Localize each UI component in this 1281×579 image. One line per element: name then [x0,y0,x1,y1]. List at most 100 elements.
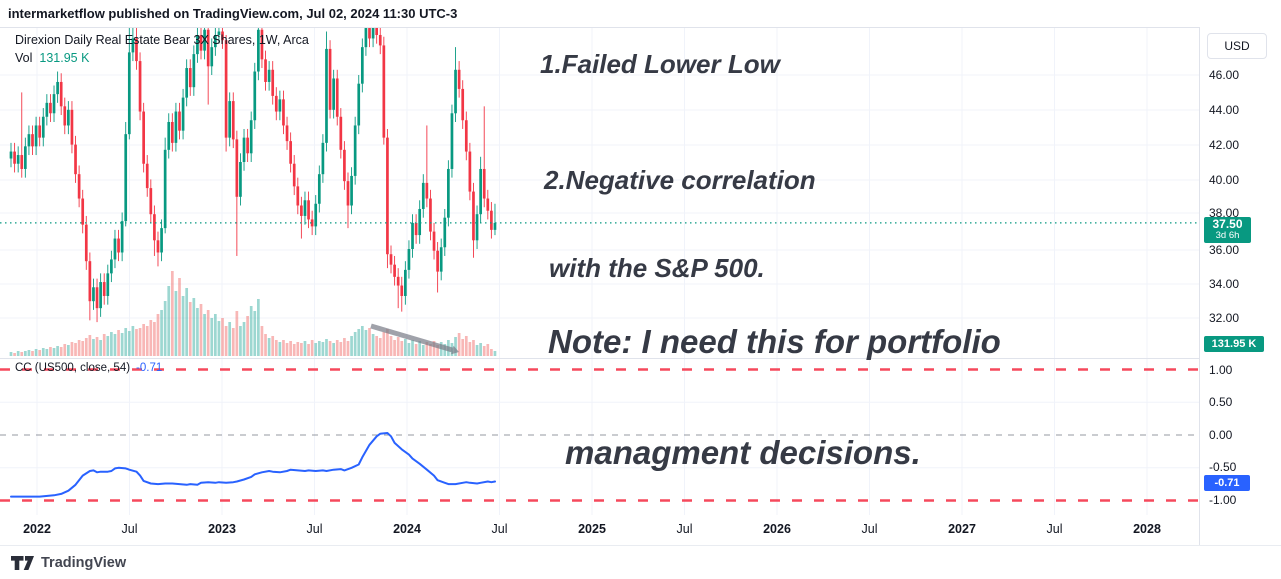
volume-bar [260,326,264,356]
gridlines [0,28,1199,515]
volume-bar [170,271,174,356]
candle-body [9,151,13,159]
price-axis-label: 36.00 [1209,243,1240,257]
price-axis[interactable]: USD 46.00 44.00 42.00 40.00 38.00 36.00 34.00 3… [1199,27,1281,545]
symbol-legend[interactable]: Direxion Daily Real Estate Bear 3X Share… [15,33,309,47]
candle-body [181,97,185,131]
candle-body [486,198,490,211]
volume-bar [174,291,178,356]
candle-body [156,240,160,253]
annotation-note[interactable]: Note: I need this for portfolio managmen… [548,250,1001,546]
candle-body [335,78,339,117]
candle-body [38,125,42,138]
candle-body [447,168,450,218]
volume-badge: 131.95 K [1204,336,1264,352]
volume-bar [429,344,432,356]
volume-bar [271,336,275,356]
price-pane[interactable] [0,9,1199,356]
candle-body [192,54,196,88]
volume-bar [102,334,106,356]
correlation-pane[interactable] [0,432,1199,498]
annotation-negative-correlation[interactable]: 2.Negative correlation with the S&P 500. [544,108,816,341]
tradingview-brand-text[interactable]: TradingView [41,555,127,571]
volume-bar [31,351,34,356]
price-axis-label: 34.00 [1209,277,1240,291]
volume-bar [149,320,153,356]
volume-bar [296,342,300,356]
candle-body [414,222,418,236]
volume-bar [375,336,379,356]
candle-body [77,174,81,199]
candle-body [153,214,156,241]
candle-body [472,191,475,241]
candle-body [425,182,429,199]
candle-body [56,81,59,95]
volume-bar [41,348,45,356]
candles [9,28,497,323]
candle-body [203,29,206,51]
candle-body [135,38,138,62]
price-axis-label: 40.00 [1209,173,1240,187]
volume-bar [461,339,465,356]
volume-bar [99,340,102,356]
candle-body [59,81,63,107]
volume-bar [203,314,206,356]
volume-bar [493,351,497,356]
volume-bar [282,340,285,356]
volume-bar [23,351,27,356]
tradingview-logo-icon[interactable] [11,556,34,570]
volume-bar [20,352,24,356]
volume-bar [328,341,332,356]
volume-bar [249,306,253,356]
candle-body [493,222,497,230]
candle-body [253,71,257,121]
candle-body [242,137,246,162]
candle-body [271,69,275,96]
volume-bar [307,344,310,356]
price-axis-label: 32.00 [1209,311,1240,325]
volume-bar [106,336,110,356]
volume-bar [117,330,120,356]
annotation-failed-lower-low[interactable]: 1.Failed Lower Low [540,49,780,79]
volume-bar [389,336,393,356]
candle-body [454,69,457,114]
candle-body [353,125,357,176]
candle-body [249,120,253,154]
volume-bar [167,286,171,356]
currency-button[interactable]: USD [1207,33,1267,59]
volume-bar [396,337,400,356]
indicator-legend[interactable]: CC (US500, close, 54) -0.71 [15,362,162,374]
volume-bar [160,310,163,356]
candle-body [404,269,407,296]
candle-body [45,102,49,117]
time-axis-label: 2023 [208,522,236,536]
volume-bar [34,349,38,356]
time-axis-label: Jul [1046,522,1063,536]
volume-bar [335,340,339,356]
candle-body [464,120,468,152]
volume-bar [364,330,368,356]
candle-body [131,38,135,53]
candle-body [357,83,361,126]
volume-bar [192,298,196,356]
volume-bar [317,341,321,356]
volume-bar [490,349,493,356]
volume-bar [9,352,13,356]
candle-body [113,238,117,260]
volume-bar [52,348,56,356]
volume-bar [145,326,149,356]
volume-bar [411,340,414,356]
candle-body [350,175,353,206]
trend-arrow-line[interactable] [370,323,453,353]
volume-label: Vol [15,51,33,65]
candle-body [16,155,20,164]
candle-body [278,99,282,112]
volume-bar [13,353,16,356]
time-axis-label: 2024 [393,522,421,536]
candle-body [364,28,368,48]
volume-bar [310,340,314,356]
volume-bar [303,341,307,356]
volume-bar [92,339,95,356]
time-axis[interactable]: 2022 Jul 2023 Jul 2024 Jul 2025 Jul 2026 Jul 2027 J… [0,515,1281,545]
